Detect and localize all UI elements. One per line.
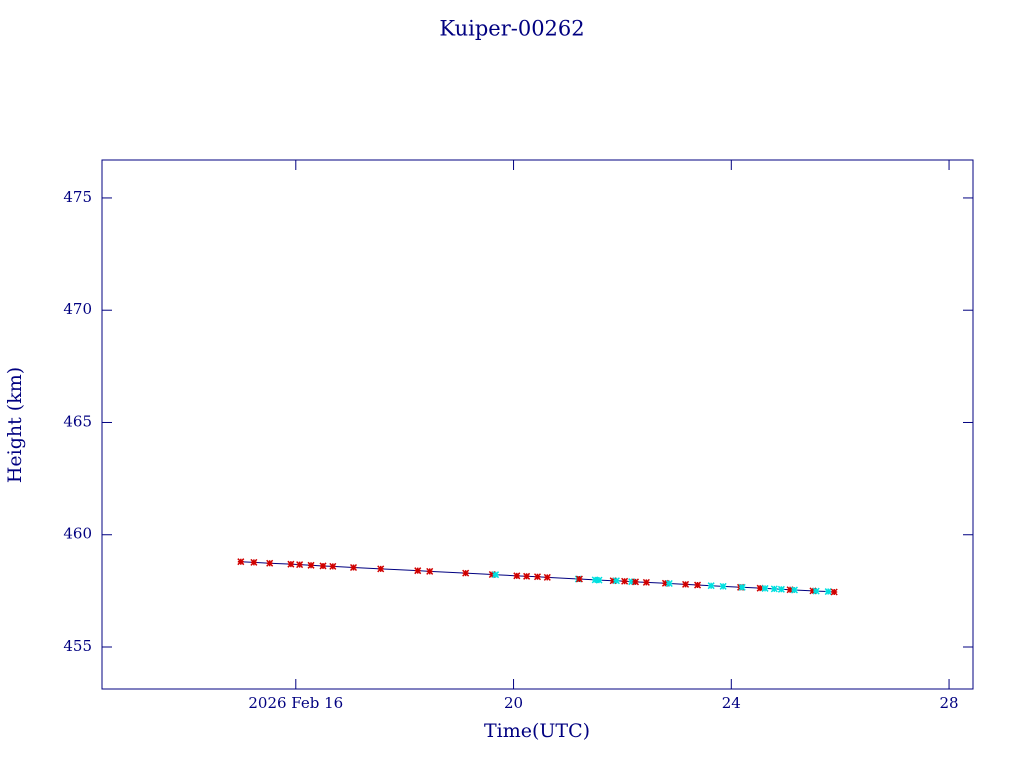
data-point xyxy=(609,577,617,585)
plot-frame xyxy=(101,159,974,690)
data-point xyxy=(595,576,603,584)
y-tick-label: 455 xyxy=(63,637,92,655)
data-point xyxy=(738,583,746,591)
data-point xyxy=(307,561,315,569)
data-point xyxy=(591,576,599,584)
data-point xyxy=(682,580,690,588)
data-point xyxy=(809,587,817,595)
data-point xyxy=(426,567,434,575)
data-point xyxy=(812,587,820,595)
data-point xyxy=(631,578,640,586)
chart-title: Kuiper-00262 xyxy=(439,17,584,41)
x-tick-label: 24 xyxy=(722,694,741,712)
y-tick-label: 460 xyxy=(63,525,92,543)
data-point xyxy=(707,582,715,590)
data-point xyxy=(287,560,295,568)
data-point xyxy=(770,585,778,593)
data-point xyxy=(612,577,620,585)
data-point xyxy=(513,572,521,580)
data-point xyxy=(642,578,650,586)
data-point xyxy=(830,588,838,596)
data-point xyxy=(296,561,304,569)
data-point xyxy=(488,570,496,579)
data-point xyxy=(719,582,727,590)
y-tick-label: 465 xyxy=(63,412,92,430)
data-point xyxy=(250,558,258,566)
data-point xyxy=(377,565,385,573)
data-point xyxy=(665,579,673,587)
data-point xyxy=(237,558,245,566)
data-point xyxy=(349,563,358,572)
x-tick-label: 20 xyxy=(504,694,523,712)
x-tick-label: 2026 Feb 16 xyxy=(248,694,343,712)
data-point xyxy=(492,571,500,579)
data-point xyxy=(319,562,327,570)
y-tick-label: 475 xyxy=(63,188,92,206)
data-point xyxy=(824,588,832,596)
data-point xyxy=(661,579,669,587)
data-point xyxy=(628,578,636,586)
data-point xyxy=(414,567,422,575)
data-point xyxy=(533,573,542,581)
data-point xyxy=(266,559,274,567)
data-point xyxy=(621,577,629,585)
data-point xyxy=(329,562,337,570)
data-point xyxy=(575,575,583,583)
data-point xyxy=(462,569,470,577)
data-point xyxy=(761,584,769,592)
data-point xyxy=(790,586,798,594)
data-point xyxy=(523,572,531,580)
x-axis-label: Time(UTC) xyxy=(484,720,590,742)
x-tick-label: 28 xyxy=(940,694,959,712)
y-tick-label: 470 xyxy=(63,300,92,318)
data-point xyxy=(694,581,702,589)
data-point xyxy=(543,573,551,581)
data-point xyxy=(786,586,794,594)
data-point xyxy=(756,584,764,592)
data-point xyxy=(777,585,785,593)
y-axis-label: Height (km) xyxy=(4,367,26,483)
